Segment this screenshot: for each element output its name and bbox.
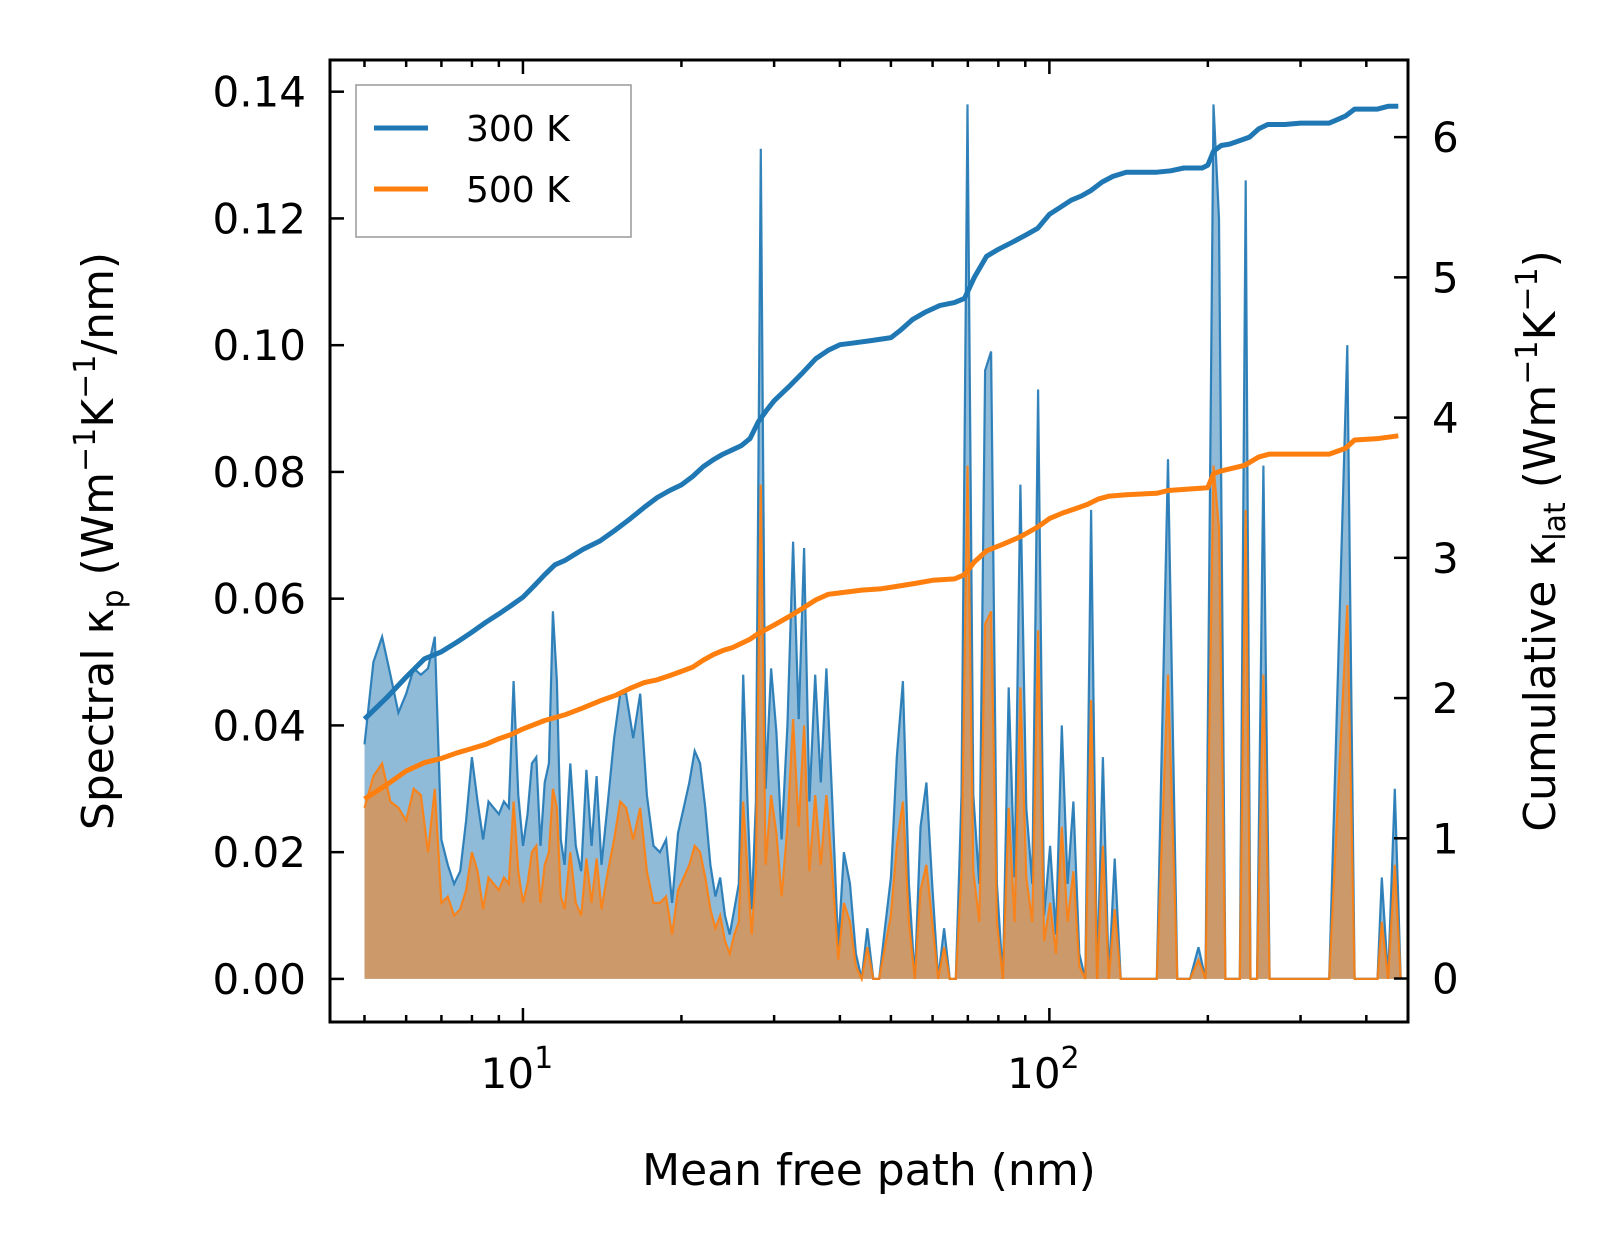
x-tick-label: 102 [1007,1041,1080,1098]
y-left-axis-title: Spectral κp (Wm−1K−1/nm) [68,252,131,830]
y-left-tick-label: 0.14 [212,68,306,117]
legend-label-300k: 300 K [466,109,571,150]
y-right-tick-label: 6 [1432,113,1459,162]
x-tick-label-base: 10 [481,1049,534,1098]
y-left-tick-label: 0.04 [212,701,306,750]
y-left-tick-label: 0.08 [212,448,306,497]
x-tick-label-exp: 2 [1061,1041,1080,1076]
y-left-title-sub: p [96,589,131,608]
y-right-title-sup2: −1 [1510,267,1545,311]
y-left-title-sup1: −1 [68,428,103,472]
y-left-tick-label: 0.06 [212,575,306,624]
y-right-title-unit: (Wm [1515,385,1566,503]
y-right-tick-label: 5 [1432,253,1459,302]
y-right-tick-label: 3 [1432,534,1459,583]
x-axis-title: Mean free path (nm) [642,1145,1096,1196]
spectral-line-500k [363,465,1402,983]
y-left-title-prefix: Spectral κ [73,609,124,831]
cumulative-line-300k [362,103,1399,721]
y-right-tick-label: 4 [1432,394,1459,443]
x-tick-label-exp: 1 [534,1041,553,1076]
y-left-title-unit: (Wm [73,472,124,590]
y-right-title-sup1: −1 [1510,340,1545,384]
y-left-title-mid: K [73,398,124,428]
plot-frame [328,58,1410,1024]
x-tick-label-base: 10 [1007,1049,1060,1098]
legend-box [355,84,632,238]
y-left-tick-label: 0.12 [212,194,306,243]
spectral-area-500k [364,465,1401,979]
tick-labels: 101 1020.000.020.040.060.080.100.120.1401… [212,68,1458,1098]
y-right-tick-label: 2 [1432,674,1459,723]
y-right-tick-label: 0 [1432,955,1459,1004]
legend-label-500k: 500 K [466,170,571,211]
y-left-tick-label: 0.00 [212,955,306,1004]
spectral-fill-layer [363,104,1402,983]
y-right-title-tail: ) [1515,250,1566,267]
y-right-title-mid: K [1515,310,1566,340]
cumulative-line-layer [362,103,1399,802]
cumulative-line-500k [363,433,1399,802]
legend: 300 K 500 K [355,84,632,238]
y-left-title-sup2: −1 [68,355,103,399]
y-right-title-sub: lat [1538,502,1573,541]
y-left-tick-label: 0.02 [212,828,306,877]
y-left-title-tail: /nm) [73,252,124,355]
x-tick-label: 101 [481,1041,554,1098]
y-right-axis-title: Cumulative κlat (Wm−1K−1) [1510,250,1573,832]
y-right-title-prefix: Cumulative κ [1515,541,1566,832]
y-left-tick-label: 0.10 [212,321,306,370]
y-right-tick-label: 1 [1432,814,1459,863]
spectral-area-300k [364,104,1401,979]
